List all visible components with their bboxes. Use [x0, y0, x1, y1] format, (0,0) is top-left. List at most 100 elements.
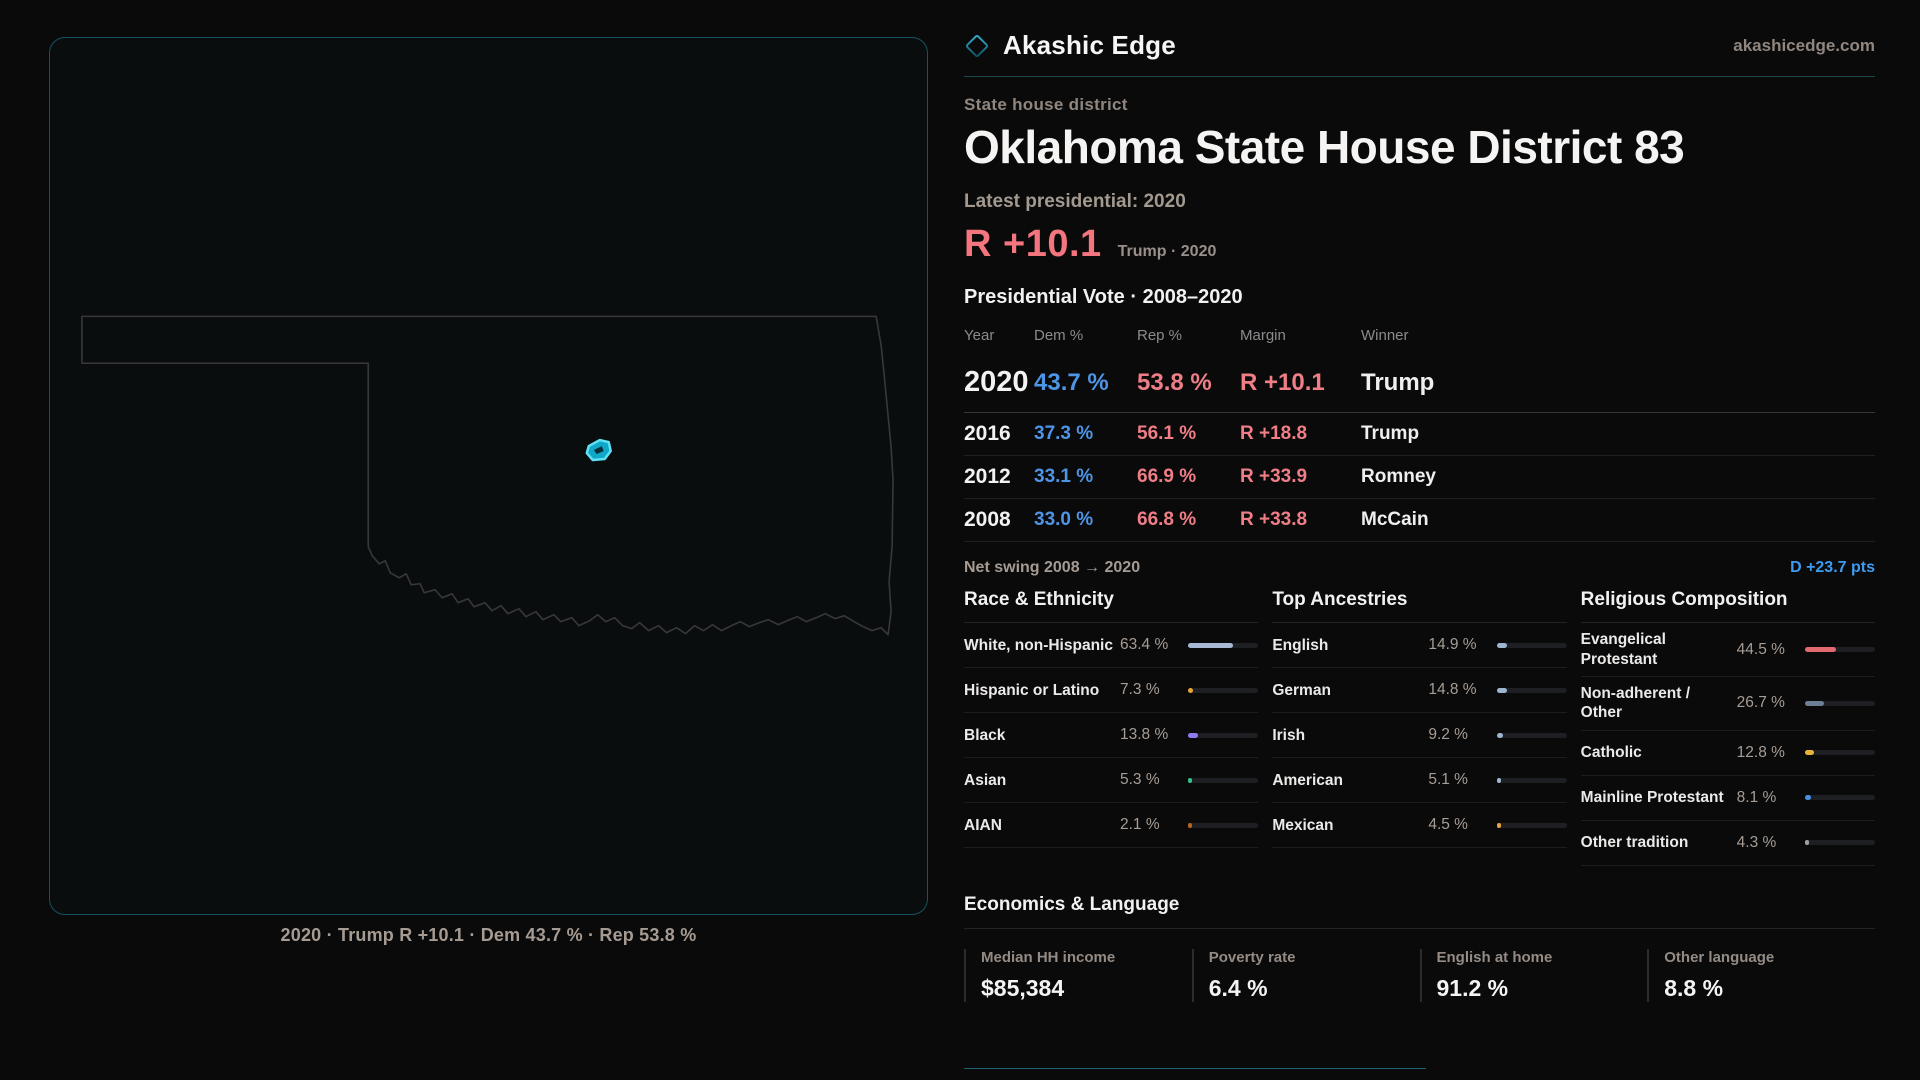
- stat-card: Poverty rate 6.4 %: [1191, 948, 1420, 1002]
- cell-rep-pct: 66.8 %: [1137, 509, 1197, 531]
- brand-header: Akashic Edge akashicedge.com: [964, 30, 1875, 61]
- stat-label: American: [1272, 771, 1343, 789]
- bar-track: [1188, 642, 1259, 648]
- col-winner: Winner: [1361, 327, 1409, 345]
- bar-track: [1188, 687, 1259, 693]
- table-header-row: Year Dem % Rep % Margin Winner: [964, 319, 1875, 354]
- bar-track: [1496, 642, 1567, 648]
- net-swing-value: D +23.7 pts: [1790, 559, 1875, 577]
- stat-card: English at home 91.2 %: [1419, 948, 1648, 1002]
- bar-fill: [1496, 777, 1501, 783]
- stat-bar-row: Catholic 12.8 %: [1580, 731, 1875, 776]
- page-title: Oklahoma State House District 83: [964, 121, 1685, 173]
- bar-fill: [1805, 750, 1814, 756]
- cell-dem-pct: 37.3 %: [1034, 423, 1094, 445]
- section-heading: Top Ancestries: [1272, 589, 1567, 624]
- stat-bar-row: English 14.9 %: [1272, 623, 1567, 669]
- stat-value: 63.4 %: [1120, 636, 1169, 654]
- bar-fill: [1496, 642, 1508, 648]
- stat-bar-row: Hispanic or Latino 7.3 %: [964, 668, 1259, 714]
- stat-label: Hispanic or Latino: [964, 681, 1100, 699]
- section-religious-composition: Religious Composition Evangelical Protes…: [1580, 589, 1875, 866]
- section-race-ethnicity: Race & Ethnicity White, non-Hispanic 63.…: [964, 589, 1259, 866]
- brand-name: Akashic Edge: [1003, 30, 1176, 60]
- bar-track: [1188, 777, 1259, 783]
- bar-fill: [1496, 822, 1501, 828]
- cell-dem-pct: 43.7 %: [1034, 368, 1109, 396]
- bar-track: [1496, 732, 1567, 738]
- bar-fill: [1188, 642, 1233, 648]
- cell-dem-pct: 33.1 %: [1034, 466, 1094, 488]
- stat-card: Median HH income $85,384: [964, 948, 1192, 1002]
- stat-card-value: 91.2 %: [1436, 974, 1509, 1001]
- header-divider: [964, 76, 1875, 77]
- col-dem: Dem %: [1034, 327, 1084, 345]
- stat-value: 9.2 %: [1428, 726, 1468, 744]
- cell-margin: R +10.1: [1240, 368, 1325, 396]
- section-heading: Religious Composition: [1580, 589, 1875, 624]
- map-caption: 2020 · Trump R +10.1 · Dem 43.7 % · Rep …: [280, 925, 697, 945]
- cell-year: 2008: [964, 508, 1011, 532]
- bar-track: [1805, 647, 1875, 653]
- stat-label: Other tradition: [1580, 834, 1689, 852]
- bar-fill: [1188, 732, 1198, 738]
- stat-label: White, non-Hispanic: [964, 636, 1113, 654]
- bar-fill: [1496, 732, 1504, 738]
- stat-label: Black: [964, 726, 1006, 744]
- stat-value: 4.5 %: [1428, 816, 1468, 834]
- bar-track: [1188, 732, 1259, 738]
- stat-card-value: 6.4 %: [1208, 974, 1268, 1001]
- stat-bar-row: Non-adherent / Other 26.7 %: [1580, 677, 1875, 731]
- stat-label: Evangelical Protestant: [1580, 631, 1666, 668]
- cell-winner: Trump: [1361, 423, 1420, 445]
- net-swing-row: Net swing 2008 → 2020 D +23.7 pts: [964, 559, 1875, 577]
- diamond-icon: [965, 34, 989, 57]
- stat-card: Other language 8.8 %: [1647, 948, 1875, 1002]
- table-row: 2008 33.0 % 66.8 % R +33.8 McCain: [964, 499, 1875, 543]
- cell-margin: R +33.9: [1240, 466, 1308, 488]
- stat-bar-row: Evangelical Protestant 44.5 %: [1580, 623, 1875, 678]
- stat-value: 14.8 %: [1428, 681, 1477, 699]
- cell-winner: Romney: [1361, 466, 1436, 488]
- cell-rep-pct: 53.8 %: [1137, 368, 1212, 396]
- table-row: 2012 33.1 % 66.9 % R +33.9 Romney: [964, 456, 1875, 500]
- cell-margin: R +33.8: [1240, 509, 1308, 531]
- col-rep: Rep %: [1137, 327, 1183, 345]
- bar-fill: [1805, 795, 1811, 801]
- economics-stats: Median HH income $85,384 Poverty rate 6.…: [964, 948, 1875, 1002]
- cell-rep-pct: 56.1 %: [1137, 423, 1197, 445]
- stat-card-value: $85,384: [981, 974, 1065, 1001]
- cell-winner: McCain: [1361, 509, 1429, 531]
- bar-fill: [1805, 840, 1809, 846]
- bar-fill: [1496, 687, 1508, 693]
- cell-winner: Trump: [1361, 368, 1435, 396]
- col-margin: Margin: [1240, 327, 1286, 345]
- bar-fill: [1805, 700, 1824, 706]
- brand-site-link[interactable]: akashicedge.com: [1733, 35, 1875, 55]
- district-83-core: [593, 446, 604, 455]
- eyebrow-label: State house district: [964, 95, 1128, 114]
- headline-margin: R +10.1 Trump · 2020: [964, 223, 1875, 266]
- cell-year: 2020: [964, 366, 1029, 399]
- cell-margin: R +18.8: [1240, 423, 1308, 445]
- oklahoma-outline: [81, 315, 894, 636]
- demographics-grid: Race & Ethnicity White, non-Hispanic 63.…: [964, 589, 1875, 866]
- col-year: Year: [964, 327, 995, 345]
- bar-track: [1188, 822, 1259, 828]
- bar-track: [1805, 795, 1875, 801]
- bar-fill: [1188, 777, 1193, 783]
- stat-label: Mexican: [1272, 816, 1334, 834]
- bar-fill: [1188, 687, 1194, 693]
- stat-bar-row: Mexican 4.5 %: [1272, 803, 1567, 849]
- margin-value: R +10.1: [964, 223, 1102, 266]
- vote-table-heading: Presidential Vote · 2008–2020: [964, 286, 1243, 309]
- stat-label: AIAN: [964, 816, 1002, 834]
- stat-label: Non-adherent / Other: [1580, 685, 1691, 722]
- latest-presidential-label: Latest presidential: 2020: [964, 191, 1186, 213]
- district-map-panel: [49, 37, 928, 915]
- stat-value: 12.8 %: [1736, 743, 1785, 761]
- stat-value: 2.1 %: [1120, 816, 1160, 834]
- stat-bar-row: White, non-Hispanic 63.4 %: [964, 623, 1259, 669]
- report-content: Akashic Edge akashicedge.com State house…: [964, 30, 1875, 1080]
